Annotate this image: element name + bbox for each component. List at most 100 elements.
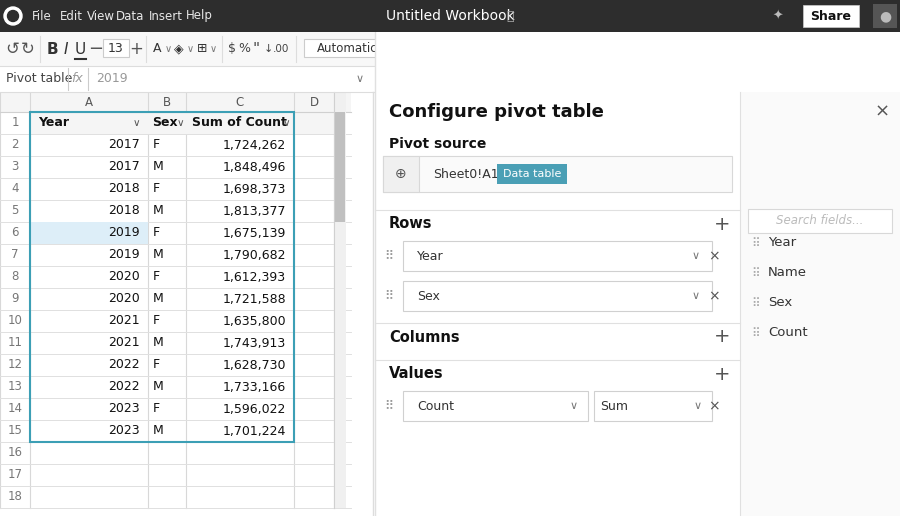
Text: </>: </> [490, 44, 510, 54]
Text: fx: fx [71, 73, 83, 86]
Bar [30, 112, 334, 134]
Text: ∨: ∨ [176, 118, 184, 128]
Text: 1,628,730: 1,628,730 [222, 359, 286, 372]
Text: 1,848,496: 1,848,496 [222, 160, 286, 173]
Text: 12: 12 [7, 359, 22, 372]
Text: 18: 18 [7, 491, 22, 504]
Text: ✦: ✦ [773, 9, 783, 23]
Text: F: F [153, 402, 160, 415]
Text: 2017: 2017 [108, 138, 140, 152]
Text: ∨: ∨ [283, 118, 290, 128]
Text: Configure pivot table: Configure pivot table [389, 103, 604, 121]
Text: F: F [153, 270, 160, 283]
Text: −: − [88, 40, 104, 58]
Text: Sex: Sex [768, 297, 792, 310]
Text: ⊙: ⊙ [429, 44, 438, 54]
Bar [335, 112, 345, 222]
Text: ⠿: ⠿ [752, 327, 760, 340]
Text: ⠿: ⠿ [752, 297, 760, 310]
Text: Values: Values [389, 366, 444, 381]
Text: F: F [153, 183, 160, 196]
Text: Automatic: Automatic [317, 42, 377, 56]
Text: 1: 1 [11, 117, 19, 130]
Text: 2017: 2017 [108, 160, 140, 173]
Text: ⠿: ⠿ [752, 236, 760, 250]
Text: 9: 9 [11, 293, 19, 305]
Text: Rows: Rows [389, 217, 433, 232]
Text: M: M [153, 425, 164, 438]
Text: 8: 8 [12, 270, 19, 283]
Text: 2022: 2022 [108, 359, 140, 372]
Text: 1,721,588: 1,721,588 [222, 293, 286, 305]
Text: 7: 7 [11, 249, 19, 262]
Text: 2019: 2019 [96, 73, 128, 86]
Bar [304, 39, 394, 57]
Text: 1,596,022: 1,596,022 [222, 402, 286, 415]
Circle shape [7, 10, 19, 22]
Text: File: File [32, 9, 52, 23]
Text: ×: × [708, 399, 720, 413]
Text: M: M [153, 380, 164, 394]
Text: C: C [236, 95, 244, 108]
Text: F: F [153, 227, 160, 239]
Text: ↓: ↓ [264, 44, 273, 54]
Text: 1,743,913: 1,743,913 [223, 336, 286, 349]
Text: ⛅: ⛅ [506, 9, 514, 23]
Bar [803, 5, 859, 27]
Text: 13: 13 [7, 380, 22, 394]
Text: 2023: 2023 [108, 402, 140, 415]
Text: View: View [87, 9, 115, 23]
Text: Columns: Columns [389, 330, 460, 345]
Bar [383, 156, 732, 192]
Text: Data table: Data table [503, 169, 562, 179]
Text: ⠿: ⠿ [752, 266, 760, 280]
Text: 15: 15 [7, 425, 22, 438]
Text: 1,790,682: 1,790,682 [222, 249, 286, 262]
Text: ⠿: ⠿ [384, 399, 393, 412]
Bar [0, 0, 900, 32]
Bar [30, 112, 294, 442]
Bar [0, 32, 900, 66]
Text: 2018: 2018 [108, 183, 140, 196]
Text: ∨: ∨ [694, 401, 702, 411]
Text: Share: Share [811, 9, 851, 23]
Text: Sum of Count: Sum of Count [192, 117, 287, 130]
Text: 1,635,800: 1,635,800 [222, 314, 286, 328]
Text: B: B [163, 95, 171, 108]
Text: 3: 3 [12, 160, 19, 173]
Text: %: % [238, 42, 250, 56]
Text: ∨: ∨ [186, 44, 194, 54]
Text: Year: Year [38, 117, 69, 130]
Text: Code: Code [503, 42, 533, 56]
Text: 17: 17 [7, 469, 22, 481]
Text: M: M [153, 293, 164, 305]
Bar [748, 209, 892, 233]
Bar [420, 37, 482, 60]
Text: 6: 6 [11, 227, 19, 239]
Bar [497, 164, 567, 184]
Text: ⊞: ⊞ [197, 42, 207, 56]
Text: 16: 16 [7, 446, 22, 460]
Text: Help: Help [186, 9, 213, 23]
Bar [103, 39, 129, 57]
Text: 1,612,393: 1,612,393 [223, 270, 286, 283]
Bar [375, 0, 900, 516]
Bar [403, 391, 588, 421]
Text: 1,675,139: 1,675,139 [222, 227, 286, 239]
Text: ∨: ∨ [356, 74, 364, 84]
Text: ⠿: ⠿ [384, 289, 393, 302]
Text: Year: Year [768, 236, 796, 250]
Text: ": " [252, 41, 259, 56]
Text: M: M [153, 249, 164, 262]
Text: 2021: 2021 [108, 336, 140, 349]
Text: +: + [714, 328, 730, 347]
Text: Count: Count [417, 399, 454, 412]
Text: Sheet0!A1: Sheet0!A1 [433, 168, 499, 181]
Text: Untitled Workbook: Untitled Workbook [385, 9, 515, 23]
Text: 1,733,166: 1,733,166 [223, 380, 286, 394]
Text: Edit: Edit [60, 9, 83, 23]
Text: 2020: 2020 [108, 270, 140, 283]
Text: 2: 2 [11, 138, 19, 152]
Bar [0, 66, 900, 92]
Text: Search fields...: Search fields... [777, 215, 864, 228]
